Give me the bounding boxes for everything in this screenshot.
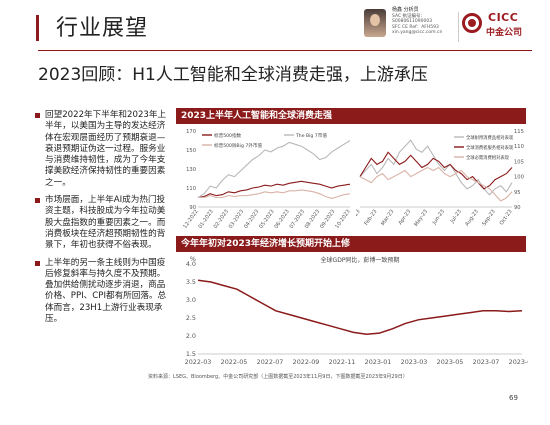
x-tick-label: May-23 [413, 209, 429, 228]
page-title: 行业展望 [56, 16, 149, 41]
y-tick-label: 150 [186, 148, 196, 154]
x-tick-label: Jul-23 [449, 209, 463, 225]
y-tick-label: 2.5 [186, 314, 196, 322]
analyst-line: SFC CE Ref：AFH593 [392, 24, 439, 30]
analyst-name: 杨鑫 [392, 7, 403, 13]
header-divider [38, 50, 532, 51]
x-tick-label: Mar-23 [380, 209, 395, 227]
legend-label: 全球消费者服务相对表现 [466, 144, 514, 151]
x-tick-label: 2023-03 [401, 358, 428, 366]
y-tick-label: 130 [186, 167, 196, 173]
series-line-2 [359, 166, 513, 202]
bullet-item: 回望2022年下半年和2023年上半年，以美国为主导的发达经济体在宏观层面经历了… [35, 110, 168, 189]
chart-gdp-forecast: 1.5 2.0 2.5 3.0 3.5 4.0% 2022-03 2022-05 2022-07… [185, 255, 528, 366]
bullet-list: 回望2022年下半年和2023年上半年，以美国为主导的发达经济体在宏观层面经历了… [35, 110, 168, 331]
x-tick-label: 2023-01 [365, 358, 392, 366]
x-tick-label: 2022-05 [221, 358, 248, 366]
legend-label: 全球必需消费相对表现 [466, 154, 510, 161]
analyst-info: 杨鑫 分析员 SAC 执证编号：S0080611090003 SFC CE Re… [392, 7, 452, 36]
y-tick-label: 3.5 [186, 278, 196, 286]
x-tick-label: 2023-09 [509, 358, 528, 366]
x-tick-label: Apr-23 [398, 209, 413, 226]
y-tick-label: 105 [514, 159, 524, 165]
slide-subtitle: 2023回顾：H1人工智能和全球消费走强，上游承压 [38, 65, 428, 85]
y-tick-label: 110 [514, 144, 524, 150]
logo-divider [458, 12, 459, 42]
legend-label: 标普500除Big 7外市值 [214, 142, 262, 149]
logo-text-en: CICC [488, 11, 519, 24]
y-tick-label: 95 [514, 190, 521, 196]
source-note: 资料来源：LSEG、Bloomberg、中金公司研究部（上图数据截至2023年1… [148, 374, 408, 380]
chart-ai-stocks: 9011013015017012-202201-202302-202303-20… [182, 129, 351, 230]
analyst-email: xin.yang@cicc.com.cn [392, 30, 443, 36]
analyst-role: 分析员 [403, 7, 419, 13]
y-tick-label: 2.0 [186, 332, 196, 340]
legend-label: The Big 7市值 [295, 132, 327, 139]
chart-consumer-sectors: 90 95 100 105 110 115 Jan-23 Feb-23 Mar-23 Apr-23… [356, 129, 524, 228]
header-accent-bar [36, 15, 39, 41]
bullet-item: 上半年的另一条主线则为中国疫后修复斜率与持久度不及预期。叠加供给侧扰动逐步消退，… [35, 258, 168, 326]
analyst-avatar [364, 9, 386, 37]
x-tick-label: 2022-07 [257, 358, 284, 366]
y-tick-label: 3.0 [186, 296, 196, 304]
y-tick-label: 90 [189, 205, 196, 211]
x-tick-label: 2022-03 [185, 358, 212, 366]
bullet-item: 市场层面，上半年AI成为热门投资主题，科技股成为今年拉动美股大盘指数的重要因素之… [35, 195, 168, 251]
series-line-0 [197, 180, 351, 199]
legend-label: 全球耐用消费品相对表现 [466, 134, 514, 141]
x-tick-label: 10-2023 [334, 209, 351, 230]
series-line-2 [198, 189, 351, 200]
x-tick-label: Aug-23 [464, 209, 480, 228]
y-tick-label: 110 [186, 186, 196, 192]
x-tick-label: Jan-23 [356, 209, 362, 227]
page-number: 69 [509, 394, 518, 402]
y-tick-label: 115 [514, 129, 524, 135]
chart-top-banner: 2023上半年人工智能和全球消费走强 [176, 108, 526, 124]
x-tick-label: Jun-23 [431, 209, 446, 227]
y-axis-unit: % [190, 255, 196, 263]
series-line-1 [197, 140, 351, 198]
cicc-logo-icon [462, 13, 482, 33]
y-tick-label: 4.0 [186, 260, 196, 268]
x-tick-label: 2023-05 [437, 358, 464, 366]
logo-text-cn: 中金公司 [486, 28, 523, 38]
analyst-line: SAC 执证编号：S0080611090003 [392, 13, 433, 25]
y-tick-label: 170 [186, 129, 196, 135]
legend-label: 标普500指数 [214, 132, 242, 139]
x-tick-label: Oct-23 [499, 209, 514, 227]
x-tick-label: 2022-11 [329, 358, 356, 366]
x-tick-label: Feb-23 [363, 209, 378, 227]
y-tick-label: 90 [514, 205, 521, 211]
series-line-0 [197, 279, 523, 335]
series-label: 全球GDP同比，彭博一致预期 [321, 256, 400, 264]
y-tick-label: 1.5 [186, 350, 196, 358]
x-tick-label: 2022-09 [293, 358, 320, 366]
y-tick-label: 100 [514, 175, 524, 181]
x-tick-label: Sep-23 [481, 209, 496, 227]
chart-bottom-banner: 今年年初对2023年经济增长预期开始上修 [176, 236, 526, 252]
x-tick-label: 2023-07 [473, 358, 500, 366]
